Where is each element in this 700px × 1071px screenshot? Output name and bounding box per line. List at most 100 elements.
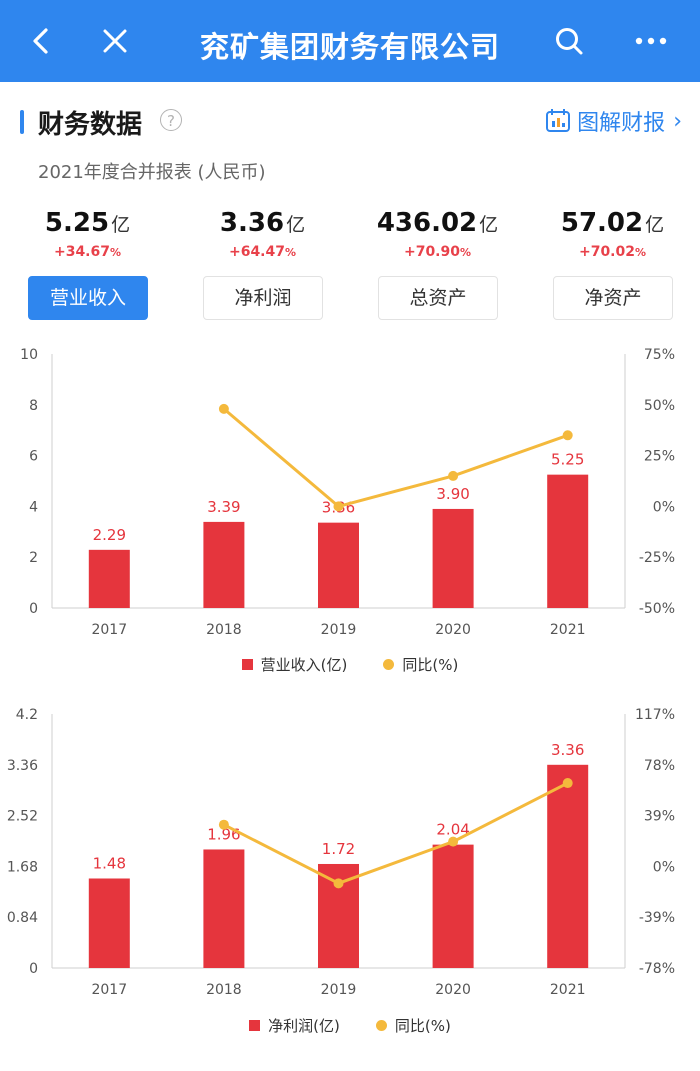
help-icon[interactable]: ? (160, 109, 182, 131)
metric-value: 57.02 (560, 208, 644, 238)
bar-value-label: 2.04 (436, 821, 469, 839)
x-tick-label: 2021 (550, 622, 586, 638)
y-tick-label-right: 39% (644, 809, 675, 825)
bar-value-label: 2.29 (93, 526, 126, 544)
net-profit-chart: 0 -78% 0.84 -39% 1.68 0% 2.52 39% 3.36 78% 4.2 117%… (7, 707, 675, 998)
bar-value-label: 3.90 (436, 485, 469, 503)
metric-change-pct: % (109, 246, 122, 259)
yoy-point (333, 501, 344, 512)
metric-value: 3.36 (219, 208, 285, 238)
chevron-right-icon: › (673, 108, 682, 134)
legend-item-line: 同比(%) (383, 654, 458, 675)
x-tick-label: 2018 (206, 982, 242, 998)
tab-total-assets[interactable]: 总资产 (378, 276, 498, 320)
report-chart-link[interactable]: 图解财报 › (545, 106, 682, 136)
metric-revenue: 5.25 亿 +34.67% (0, 208, 175, 260)
report-link-label: 图解财报 (577, 111, 666, 136)
chart-bar (88, 549, 130, 608)
tab-revenue[interactable]: 营业收入 (28, 276, 148, 320)
y-tick-label-left: 0 (29, 961, 38, 977)
net-profit-chart-legend: 净利润(亿) 同比(%) (0, 1013, 700, 1037)
chart-bar (203, 849, 245, 968)
y-tick-label-left: 6 (29, 449, 38, 465)
yoy-point (448, 836, 459, 847)
yoy-line (222, 407, 569, 508)
y-tick-label-left: 2 (29, 550, 38, 566)
x-tick-label: 2019 (321, 982, 357, 998)
more-button[interactable] (626, 16, 676, 66)
close-button[interactable] (90, 16, 140, 66)
y-tick-label-left: 4.2 (16, 707, 38, 723)
metric-net-assets: 57.02 亿 +70.02% (525, 208, 700, 260)
y-tick-label-right: 0% (653, 859, 675, 875)
chart-bar (88, 878, 130, 968)
metric-total-assets: 436.02 亿 +70.90% (350, 208, 525, 260)
back-icon (33, 28, 48, 54)
top-bar: 兖矿集团财务有限公司 (0, 0, 700, 82)
metric-change: +70.02 (578, 244, 635, 260)
y-tick-label-left: 2.52 (7, 809, 38, 825)
legend-item-line: 同比(%) (375, 1015, 451, 1036)
chart-bar (318, 522, 359, 608)
y-tick-label-left: 3.36 (7, 758, 38, 774)
legend-label: 营业收入(亿) (260, 655, 348, 674)
close-icon (103, 29, 127, 53)
metric-unit: 亿 (479, 214, 499, 236)
yoy-point (562, 778, 573, 789)
metric-change-pct: % (634, 246, 647, 259)
y-tick-label-left: 1.68 (7, 859, 38, 875)
report-subtitle: 2021年度合并报表 (人民币) (38, 162, 266, 183)
section-header: 财务数据 ? 图解财报 › (0, 100, 700, 144)
tab-net-profit[interactable]: 净利润 (203, 276, 323, 320)
tab-net-assets[interactable]: 净资产 (553, 276, 673, 320)
chart-bar (547, 474, 589, 608)
yoy-line (223, 781, 569, 885)
y-tick-label-left: 4 (29, 499, 38, 515)
yoy-point (562, 430, 573, 441)
metric-change: +70.90 (403, 244, 460, 260)
yoy-point (218, 403, 229, 414)
legend-line-swatch (375, 1019, 387, 1031)
y-tick-label-left: 0 (29, 601, 38, 617)
section-title: 财务数据 (38, 110, 143, 140)
x-tick-label: 2017 (91, 622, 127, 638)
revenue-chart: 0 -50% 2 -25% 4 0% 6 25% 8 50% 10 75% 2.29 2017 3.39 20… (20, 347, 675, 638)
chart-bar (432, 508, 474, 608)
metric-unit: 亿 (286, 214, 306, 236)
legend-line-swatch (383, 658, 395, 670)
legend-item-bars: 净利润(亿) (249, 1015, 340, 1036)
y-tick-label-left: 10 (20, 347, 38, 363)
y-tick-label-right: -39% (639, 910, 675, 926)
x-tick-label: 2021 (550, 982, 586, 998)
y-tick-label-right: 117% (635, 707, 675, 723)
page-title: 兖矿集团财务有限公司 (199, 30, 500, 64)
metric-net-profit: 3.36 亿 +64.47% (175, 208, 350, 260)
legend-bar-swatch (249, 1019, 261, 1031)
legend-label: 同比(%) (394, 1016, 451, 1035)
search-button[interactable] (544, 16, 594, 66)
metric-change-pct: % (284, 246, 297, 259)
more-icon (635, 37, 667, 45)
yoy-point (333, 878, 344, 889)
search-icon (556, 28, 583, 55)
metric-unit: 亿 (645, 214, 665, 236)
bar-value-label: 1.48 (93, 854, 126, 872)
y-tick-label-right: 50% (644, 398, 675, 414)
y-tick-label-left: 0.84 (7, 910, 38, 926)
x-tick-label: 2017 (91, 982, 127, 998)
x-tick-label: 2019 (321, 622, 357, 638)
metric-change-pct: % (459, 246, 472, 259)
legend-label: 同比(%) (402, 655, 459, 674)
legend-bar-swatch (241, 658, 253, 670)
chart-bar (547, 764, 589, 968)
metric-change: +34.67 (53, 244, 110, 260)
chart-bar (432, 844, 474, 968)
bar-value-label: 3.39 (207, 498, 240, 516)
legend-item-bars: 营业收入(亿) (241, 654, 348, 675)
y-tick-label-right: -78% (639, 961, 675, 977)
yoy-point (218, 819, 229, 830)
revenue-chart-legend: 营业收入(亿) 同比(%) (0, 652, 700, 676)
y-tick-label-right: 25% (644, 449, 675, 465)
back-button[interactable] (16, 16, 66, 66)
y-tick-label-left: 8 (29, 398, 38, 414)
